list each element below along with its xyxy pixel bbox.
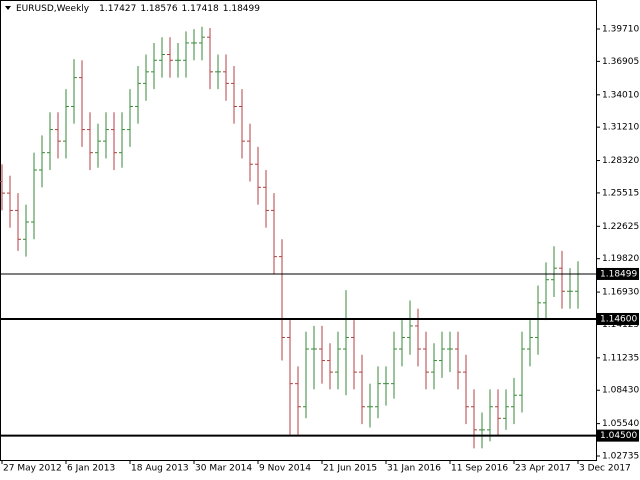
price-label-box xyxy=(597,429,639,442)
header-value: 1.17427 xyxy=(99,4,137,14)
price-label: 1.04500 xyxy=(600,431,637,441)
x-tick-label: 3 Dec 2017 xyxy=(579,464,631,474)
y-tick-label: 1.31210 xyxy=(602,123,639,133)
y-tick-label: 1.02735 xyxy=(602,452,639,462)
price-label: 1.18499 xyxy=(600,269,637,279)
price-label-box xyxy=(597,312,639,325)
header-value: 1.17418 xyxy=(181,4,219,14)
symbol: EURUSD,Weekly xyxy=(16,4,90,14)
header-value: 1.18576 xyxy=(140,4,178,14)
x-tick-label: 21 Jun 2015 xyxy=(323,464,377,474)
x-tick-label: 23 Apr 2017 xyxy=(515,464,571,474)
x-tick-label: 11 Sep 2016 xyxy=(451,464,508,474)
y-tick-label: 1.28320 xyxy=(602,156,639,166)
plot-frame xyxy=(0,0,597,461)
y-tick-label: 1.36905 xyxy=(602,57,639,67)
x-tick-label: 27 May 2012 xyxy=(3,464,62,474)
y-tick-label: 1.39710 xyxy=(602,24,639,34)
price-label-box xyxy=(597,267,639,280)
y-tick-label: 1.34010 xyxy=(602,90,639,100)
y-tick-label: 1.25515 xyxy=(602,188,639,198)
x-tick-label: 31 Jan 2016 xyxy=(387,464,441,474)
y-tick-label: 1.05540 xyxy=(602,419,639,429)
header-value: 1.18499 xyxy=(222,4,260,14)
y-tick-label: 1.22625 xyxy=(602,222,639,232)
x-tick-label: 9 Nov 2014 xyxy=(259,464,311,474)
price-label: 1.14600 xyxy=(600,314,637,324)
y-tick-label: 1.08430 xyxy=(602,386,639,396)
x-tick-label: 30 Mar 2014 xyxy=(195,464,252,474)
x-tick-label: 18 Aug 2013 xyxy=(131,464,189,474)
header-triangle xyxy=(5,6,11,10)
y-tick-label: 1.11235 xyxy=(602,353,639,363)
x-tick-label: 6 Jan 2013 xyxy=(67,464,115,474)
header: EURUSD,Weekly 1.17427 1.18576 1.17418 1.184… xyxy=(16,4,260,14)
y-tick-label: 1.16930 xyxy=(602,288,639,298)
y-tick-label: 1.19820 xyxy=(602,254,639,264)
